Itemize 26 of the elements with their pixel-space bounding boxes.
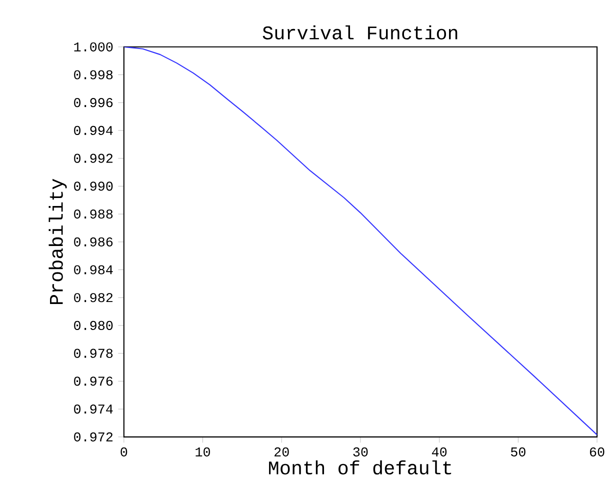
x-tick-label: 40 (432, 447, 447, 456)
x-axis-title: Month of default (269, 460, 452, 475)
y-tick-label: 0.998 (74, 70, 113, 80)
y-tick-label: 0.992 (74, 154, 113, 163)
x-tick-label: 20 (274, 447, 289, 456)
chart-title: Survival Function (262, 25, 458, 40)
y-tick-label: 0.986 (74, 237, 113, 246)
y-tick-label: 0.988 (74, 209, 113, 219)
y-axis-title: Probability (48, 178, 67, 304)
y-tick-label: 0.974 (74, 404, 113, 414)
y-tick-label: 0.980 (74, 320, 113, 330)
y-tick-label: 0.984 (74, 265, 113, 274)
y-tick-label: 0.972 (74, 432, 113, 442)
x-tick-label: 10 (196, 447, 210, 456)
x-tick-label: 30 (353, 447, 368, 456)
y-tick-label: 0.982 (74, 293, 113, 302)
y-tick-label: 0.990 (74, 182, 113, 191)
x-tick-label: 50 (510, 447, 526, 456)
y-tick-label: 0.996 (74, 98, 113, 108)
line-series (124, 46, 598, 436)
y-tick-label: 0.978 (74, 348, 113, 358)
y-tick-label: 0.976 (74, 376, 113, 386)
y-tick-label: 1.000 (74, 42, 113, 52)
y-tick-label: 0.994 (74, 126, 113, 135)
x-tick-label: 0 (120, 447, 128, 456)
x-tick-label: 60 (590, 447, 604, 456)
